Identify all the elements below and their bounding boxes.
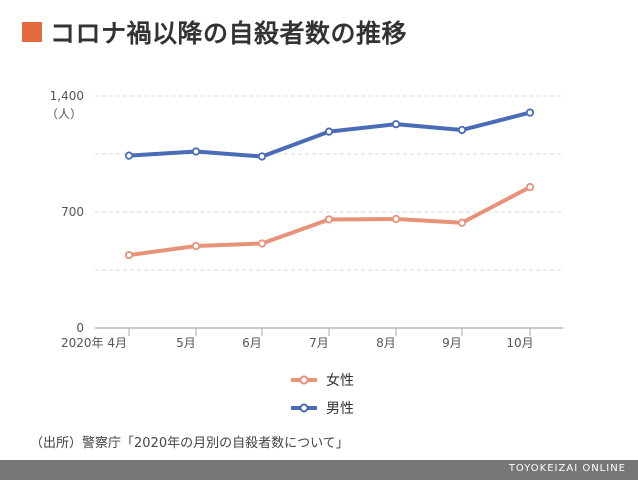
x-tick-label-6: 10月 — [506, 336, 533, 350]
footer-bar: TOYOKEIZAI ONLINE — [0, 460, 638, 480]
title-marker — [22, 22, 42, 42]
footer-brand: TOYOKEIZAI ONLINE — [508, 463, 626, 474]
legend-item-male: 男性 — [290, 398, 354, 418]
title-row: コロナ禍以降の自殺者数の推移 — [22, 14, 407, 50]
source-note: （出所）警察庁「2020年の月別の自殺者数について」 — [30, 436, 349, 451]
data-point-s0-4 — [391, 214, 401, 224]
x-tick-label-1: 5月 — [176, 336, 196, 350]
line-chart: 1,400 700 0 （人） 2020年 4月 5月 6月 7月 8月 9月 10月 — [46, 89, 563, 350]
x-tick-label-2: 6月 — [242, 336, 262, 350]
x-tick-label-0: 2020年 4月 — [61, 336, 127, 350]
y-unit-label: （人） — [46, 107, 82, 121]
data-point-s1-2 — [257, 152, 267, 161]
data-point-s1-4 — [391, 120, 401, 129]
data-point-s1-6 — [525, 108, 535, 117]
data-point-s0-2 — [257, 239, 267, 248]
y-tick-label-2: 0 — [76, 321, 84, 335]
data-point-s0-5 — [457, 218, 467, 227]
x-tick-label-3: 7月 — [309, 336, 329, 350]
legend-swatch-female — [291, 375, 317, 385]
x-tick-label-4: 8月 — [376, 336, 396, 350]
data-point-s1-1 — [191, 147, 201, 156]
legend-label-male: 男性 — [326, 401, 354, 417]
chart-title: コロナ禍以降の自殺者数の推移 — [50, 19, 408, 48]
data-point-s0-6 — [525, 183, 535, 192]
y-tick-label-0: 1,400 — [50, 89, 84, 103]
legend-label-female: 女性 — [326, 373, 354, 389]
data-point-s1-0 — [124, 151, 134, 160]
data-point-s1-5 — [457, 125, 467, 135]
x-tick-label-5: 9月 — [442, 336, 462, 350]
y-tick-label-1: 700 — [61, 205, 84, 219]
data-point-s0-1 — [191, 241, 201, 251]
legend-swatch-male — [291, 403, 317, 413]
data-point-s1-3 — [324, 127, 334, 136]
legend-item-female: 女性 — [290, 370, 354, 390]
data-point-s0-3 — [324, 215, 334, 224]
data-point-s0-0 — [124, 250, 134, 260]
